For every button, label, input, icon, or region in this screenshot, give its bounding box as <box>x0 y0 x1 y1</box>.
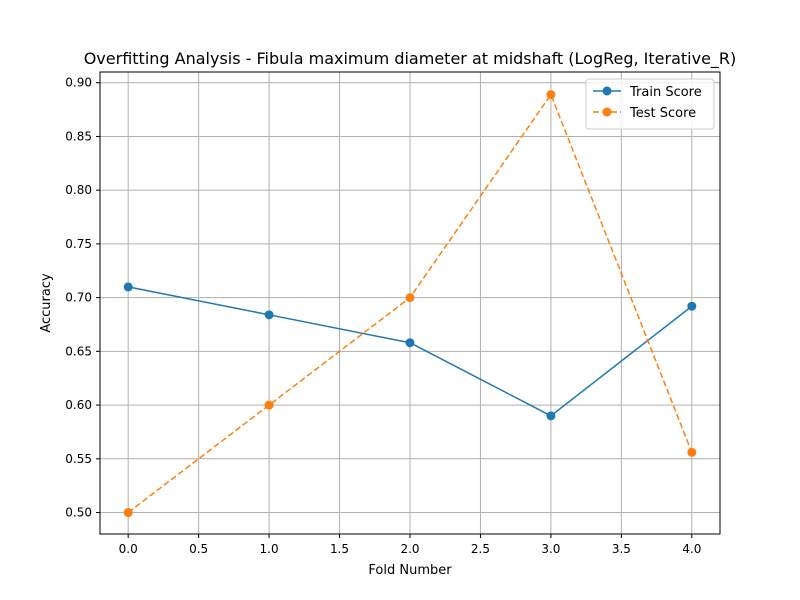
x-tick-label: 4.0 <box>682 542 701 556</box>
x-axis-label: Fold Number <box>368 563 452 578</box>
train-score-point <box>264 310 274 320</box>
x-tick-label: 3.0 <box>541 542 560 556</box>
train-score-point <box>687 301 697 311</box>
grid-lines <box>100 72 720 534</box>
x-tick-label: 1.5 <box>330 542 349 556</box>
train-score-point <box>546 411 556 421</box>
y-tick-label: 0.60 <box>65 398 92 412</box>
train-score-point <box>123 282 133 292</box>
y-tick-label: 0.90 <box>65 76 92 90</box>
test-score-point <box>405 293 415 303</box>
test-score-point <box>546 90 556 100</box>
chart-title: Overfitting Analysis - Fibula maximum di… <box>84 49 737 69</box>
y-tick-label: 0.80 <box>65 183 92 197</box>
x-tick-label: 2.5 <box>471 542 490 556</box>
y-tick-label: 0.70 <box>65 291 92 305</box>
legend-test-score-label: Test Score <box>629 106 696 121</box>
y-tick-label: 0.50 <box>65 506 92 520</box>
test-score-point <box>123 508 133 518</box>
y-tick-label: 0.65 <box>65 344 92 358</box>
x-tick-label: 3.5 <box>612 542 631 556</box>
y-tick-label: 0.75 <box>65 237 92 251</box>
legend-train-score-marker <box>602 86 612 96</box>
legend-train-score-label: Train Score <box>629 85 702 100</box>
legend-test-score-marker <box>602 107 612 117</box>
y-axis-ticks: 0.50 0.55 0.60 0.65 0.70 0.75 0.80 0.85 0.90 <box>65 76 100 520</box>
y-axis-label: Accuracy <box>39 273 54 333</box>
x-tick-label: 2.0 <box>400 542 419 556</box>
train-score-point <box>405 338 415 348</box>
x-tick-label: 0.0 <box>119 542 138 556</box>
y-tick-label: 0.55 <box>65 452 92 466</box>
test-score-point <box>264 400 274 410</box>
series-group <box>123 90 697 518</box>
x-tick-label: 1.0 <box>260 542 279 556</box>
test-score-point <box>687 447 697 457</box>
x-axis-ticks: 0.0 0.5 1.0 1.5 2.0 2.5 3.0 3.5 4.0 <box>119 534 701 556</box>
x-tick-label: 0.5 <box>189 542 208 556</box>
y-tick-label: 0.85 <box>65 129 92 143</box>
legend: Train Score Test Score <box>585 78 715 130</box>
